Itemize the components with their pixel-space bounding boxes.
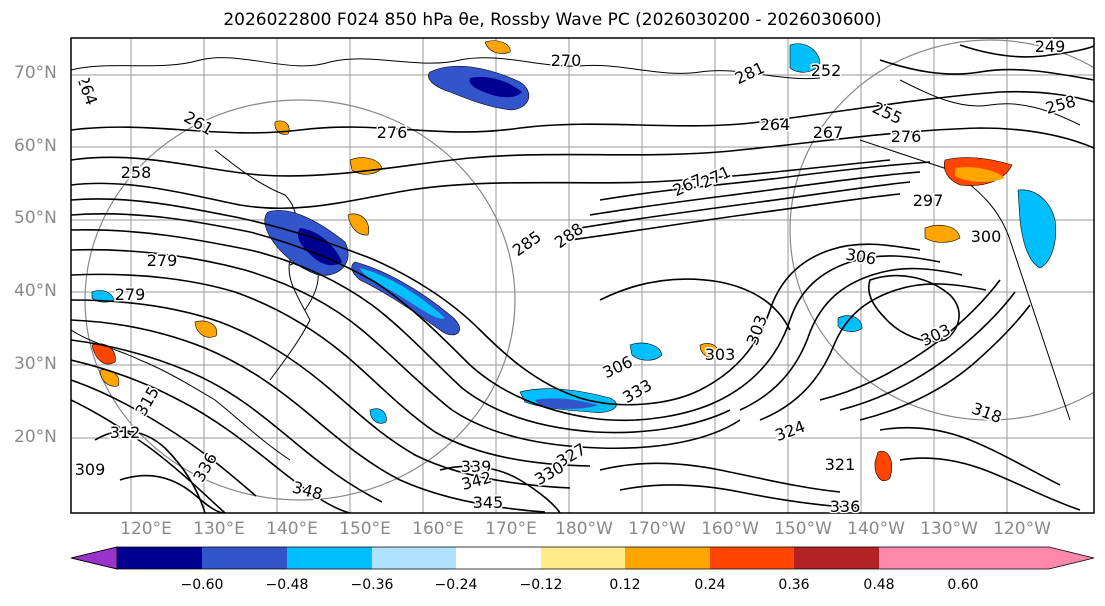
map-content xyxy=(71,38,1094,513)
colorbar-tick: −0.36 xyxy=(350,577,394,593)
colorbar-cell xyxy=(879,547,963,569)
plot-area xyxy=(71,38,1094,513)
contour-label: 267 xyxy=(813,123,844,142)
colorbar-tick: −0.48 xyxy=(265,577,309,593)
lon-label: 170°W xyxy=(628,519,686,539)
contour-label: 303 xyxy=(705,345,736,364)
colorbar-cell xyxy=(372,547,456,569)
anomaly-shading xyxy=(91,40,1057,482)
contour-label: 276 xyxy=(377,123,408,142)
lon-label: 160°E xyxy=(412,519,464,539)
colorbar-tick: −0.24 xyxy=(434,577,478,593)
lon-label: 170°E xyxy=(485,519,537,539)
contour-label: 336 xyxy=(830,497,861,516)
contour-label: 312 xyxy=(110,423,141,442)
map-title: 2026022800 F024 850 hPa θe, Rossby Wave … xyxy=(223,10,882,30)
lon-label: 120°W xyxy=(993,519,1051,539)
colorbar-cell xyxy=(710,547,794,569)
contour-label: 252 xyxy=(811,61,842,80)
colorbar-tick: −0.12 xyxy=(519,577,563,593)
colorbar-tick: 0.36 xyxy=(778,577,810,593)
lat-label: 20°N xyxy=(14,427,57,447)
colorbar-cell xyxy=(625,547,710,569)
lon-label: 130°W xyxy=(920,519,978,539)
contour-label: 264 xyxy=(760,115,791,134)
colorbar-tick: 0.48 xyxy=(863,577,895,593)
lat-label: 70°N xyxy=(14,63,57,83)
contour-label: 249 xyxy=(1035,37,1066,56)
colorbar-cell xyxy=(202,547,287,569)
colorbar-cell xyxy=(794,547,879,569)
colorbar xyxy=(70,546,1095,570)
colorbar-cell xyxy=(117,547,202,569)
colorbar-cell xyxy=(456,547,541,569)
colorbar-extend-high xyxy=(963,547,1094,569)
contour-label: 309 xyxy=(75,460,106,479)
lon-label: 180°W xyxy=(555,519,613,539)
contour-label: 300 xyxy=(971,227,1002,246)
colorbar-cell xyxy=(287,547,372,569)
lon-label: 120°E xyxy=(120,519,172,539)
gridlines xyxy=(71,38,1094,513)
colorbar-outline xyxy=(70,546,1095,570)
map-frame xyxy=(70,37,1095,514)
colorbar-cell xyxy=(541,547,625,569)
colorbar-tick: 0.60 xyxy=(947,577,979,593)
contour-label: 321 xyxy=(825,455,856,474)
colorbar-tick: 0.12 xyxy=(609,577,641,593)
contour-label: 339 xyxy=(461,457,492,476)
contour-label: 276 xyxy=(891,127,922,146)
contour-label: 279 xyxy=(115,285,146,304)
lon-label: 150°E xyxy=(339,519,391,539)
lat-label: 40°N xyxy=(14,281,57,301)
lat-label: 30°N xyxy=(14,354,57,374)
colorbar-tick: −0.60 xyxy=(180,577,224,593)
colorbar-extend-low xyxy=(70,546,118,570)
lon-label: 130°E xyxy=(193,519,245,539)
range-circle-east xyxy=(789,39,1094,421)
contour-label: 279 xyxy=(147,251,178,270)
lon-label: 150°W xyxy=(774,519,832,539)
theta-e-contours xyxy=(71,44,1094,513)
lon-label: 140°E xyxy=(266,519,318,539)
contour-label: 270 xyxy=(551,51,582,70)
colorbar-tick: 0.24 xyxy=(694,577,726,593)
contour-label: 345 xyxy=(473,493,504,512)
lat-label: 50°N xyxy=(14,208,57,228)
contour-label: 258 xyxy=(121,163,152,182)
lon-label: 160°W xyxy=(701,519,759,539)
lat-label: 60°N xyxy=(14,136,57,156)
lon-label: 140°W xyxy=(847,519,905,539)
contour-label: 297 xyxy=(913,191,944,210)
